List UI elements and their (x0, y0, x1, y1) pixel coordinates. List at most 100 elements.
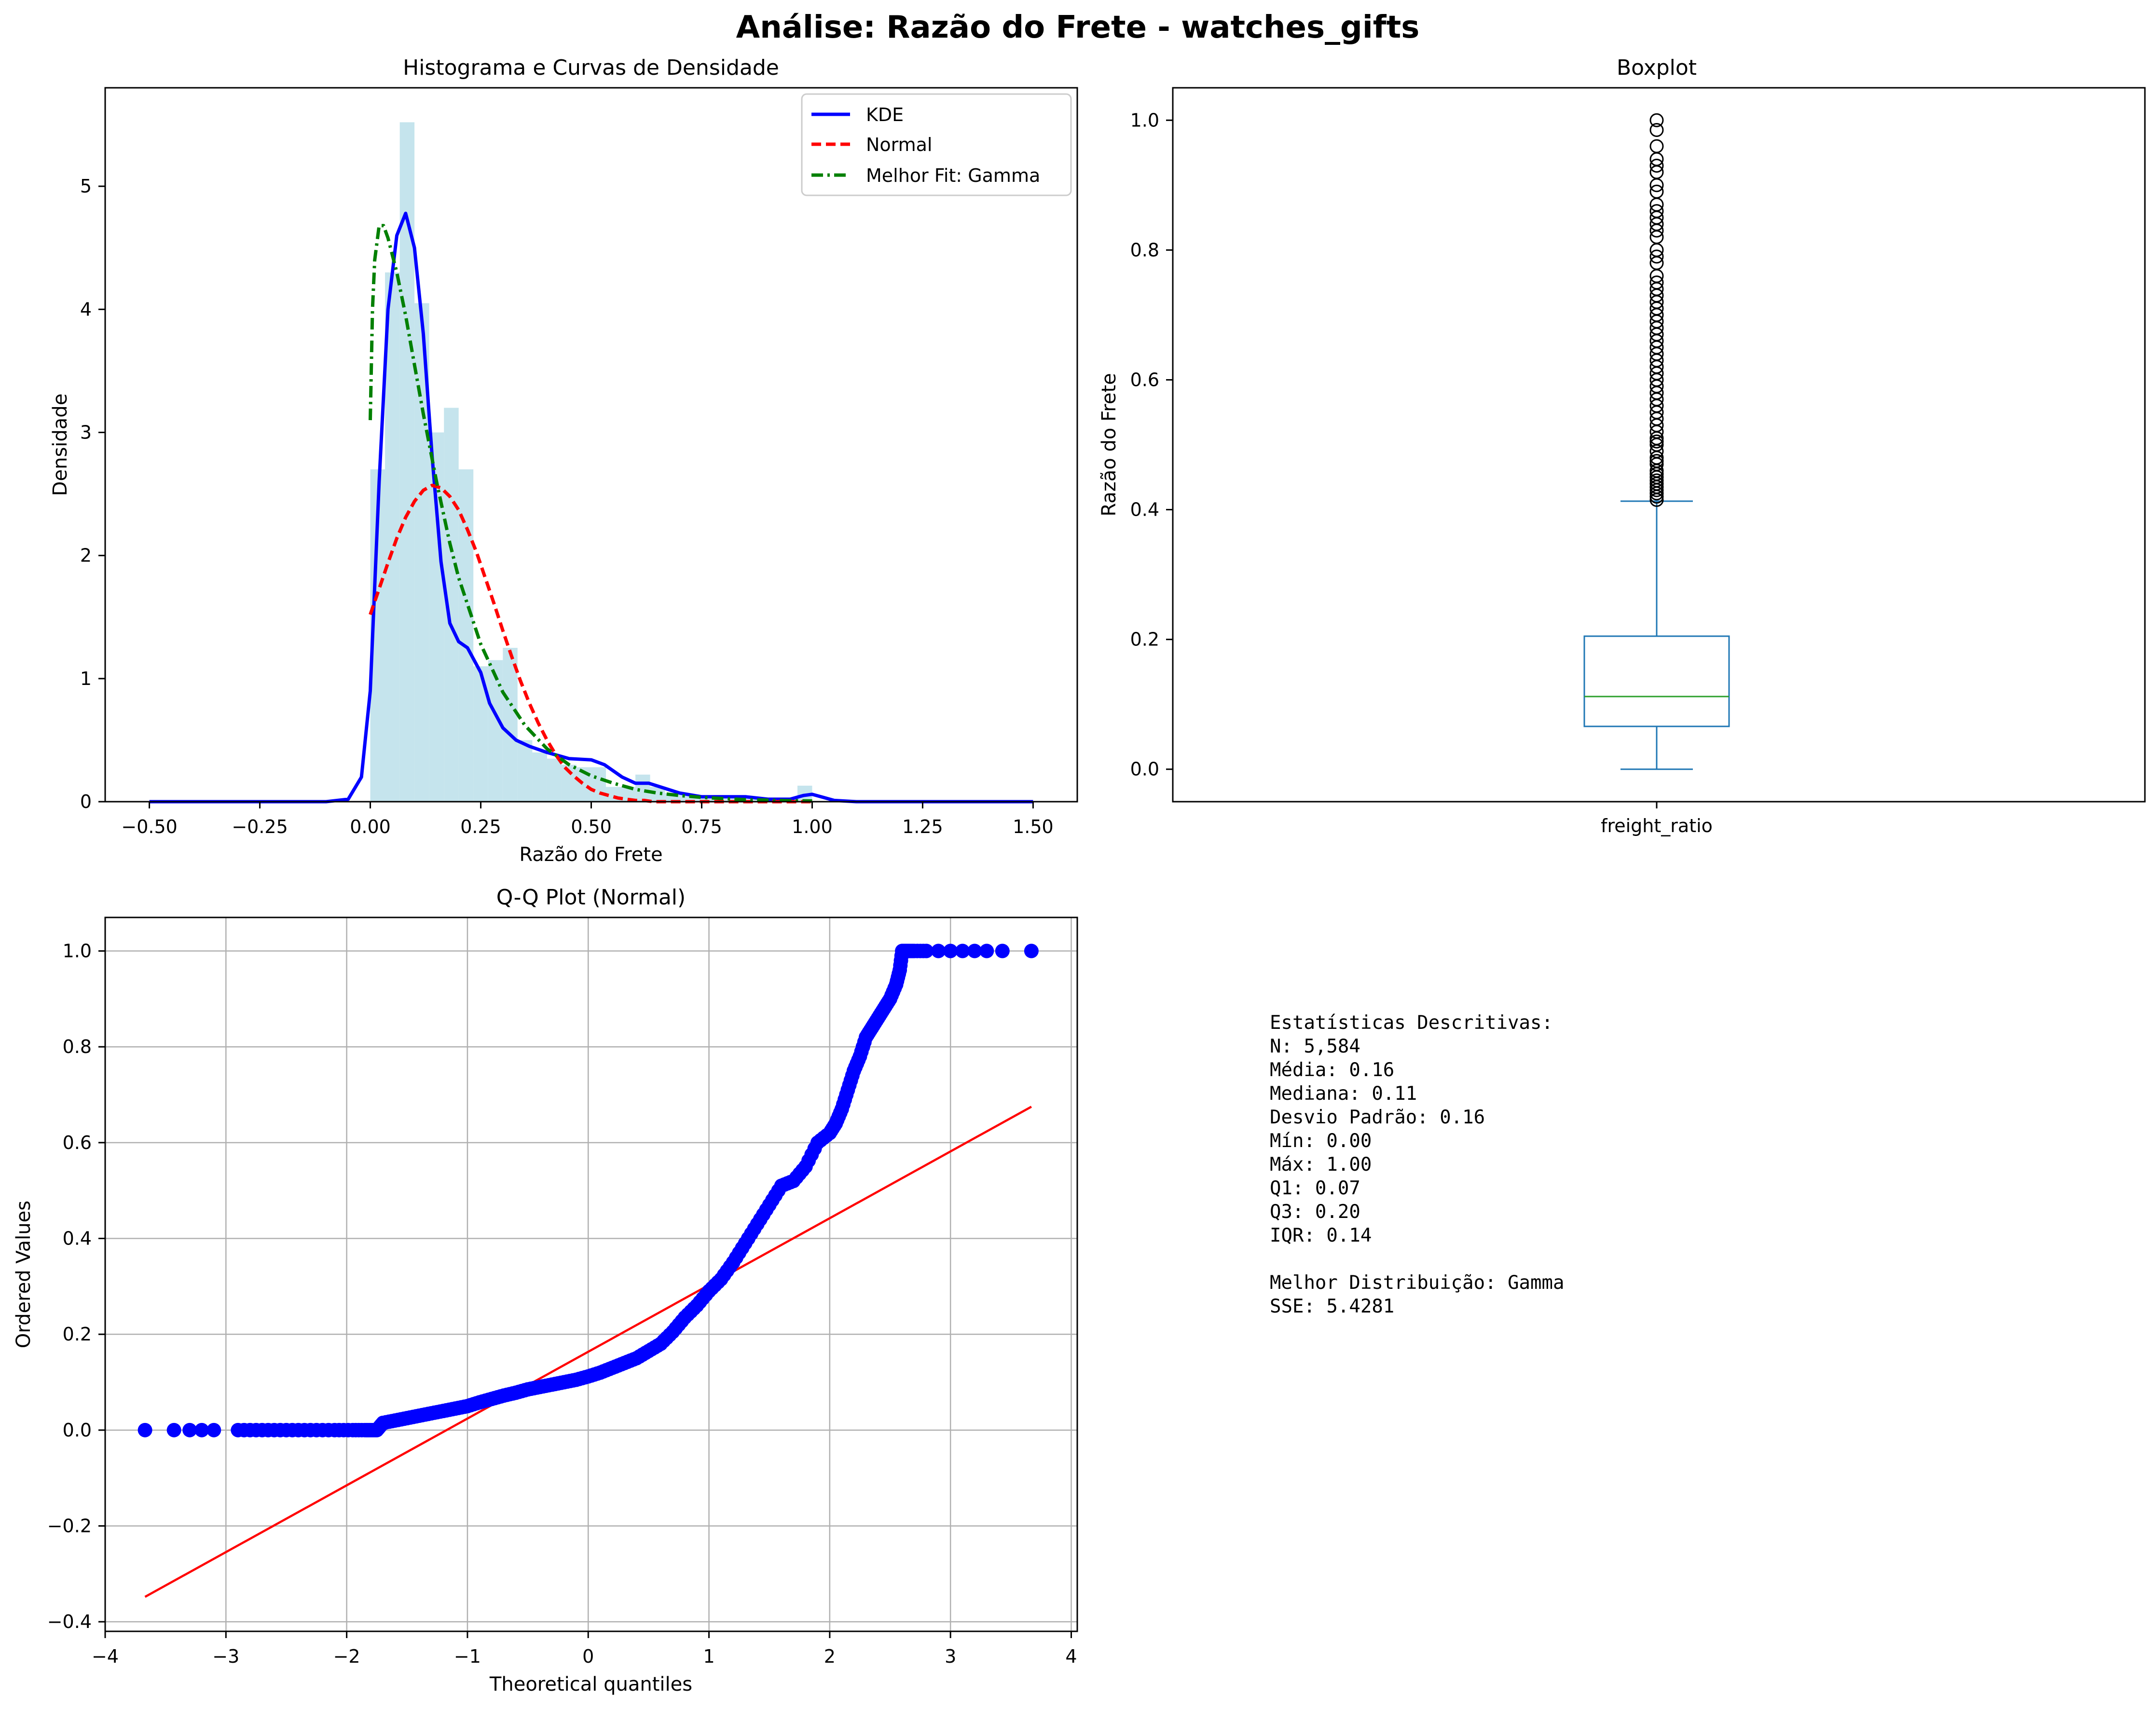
qqplot-y-ticks: −0.4 −0.2 0.0 0.2 0.4 0.6 0.8 1.0 (47, 941, 105, 1632)
histogram-x-label: Razão do Frete (519, 844, 662, 866)
outlier-point (1649, 113, 1664, 127)
x-tick-label: −4 (92, 1646, 119, 1667)
histogram-title: Histograma e Curvas de Densidade (403, 55, 779, 80)
qqplot-points (137, 943, 1039, 1437)
stats-line: IQR: 0.14 (1270, 1225, 1372, 1246)
histogram-bar (591, 767, 606, 802)
histogram-bar (488, 660, 503, 802)
histogram-bar (650, 787, 665, 802)
stats-line: Desvio Padrão: 0.16 (1270, 1107, 1485, 1128)
histogram-bar (458, 469, 474, 802)
stats-line: Mediana: 0.11 (1270, 1083, 1417, 1105)
x-tick-label: −0.50 (121, 816, 177, 837)
histogram-x-ticks: −0.50 −0.25 0.00 0.25 0.50 0.75 1.00 1.25 1.50 (121, 802, 1054, 837)
y-tick-label: 0.8 (1130, 239, 1159, 260)
y-tick-label: −0.2 (47, 1515, 92, 1536)
x-tick-label: −2 (333, 1646, 360, 1667)
y-tick-label: 1.0 (63, 941, 92, 962)
outlier-point (1649, 454, 1664, 468)
x-tick-label: −0.25 (232, 816, 288, 837)
y-tick-label: 0.4 (63, 1228, 92, 1249)
stats-line: N: 5,584 (1270, 1036, 1360, 1057)
stats-line: Mín: 0.00 (1270, 1130, 1372, 1152)
qqplot-title: Q-Q Plot (Normal) (496, 885, 686, 910)
x-tick-label: 0.00 (350, 816, 391, 837)
y-tick-label: −0.4 (47, 1611, 92, 1632)
histogram-y-ticks: 0 1 2 3 4 5 (80, 176, 105, 812)
histogram-bar (532, 752, 547, 802)
histogram-bar (385, 272, 400, 802)
outlier-point (1649, 275, 1664, 290)
y-tick-label: 0.6 (1130, 369, 1159, 390)
y-tick-label: 0.2 (63, 1324, 92, 1345)
outlier-point (1649, 249, 1664, 264)
stats-line: Estatísticas Descritivas: (1270, 1012, 1553, 1034)
outlier-point (1649, 473, 1664, 488)
x-tick-label: 3 (945, 1646, 956, 1667)
x-tick-label: −3 (212, 1646, 239, 1667)
boxplot-y-ticks: 0.0 0.2 0.4 0.6 0.8 1.0 (1130, 109, 1173, 780)
qq-point (166, 1422, 181, 1437)
histogram-bar (724, 796, 739, 802)
stats-line: Máx: 1.00 (1270, 1154, 1372, 1176)
boxplot-y-label: Razão do Frete (1098, 373, 1120, 516)
histogram-bar (503, 648, 518, 802)
outlier-point (1649, 158, 1664, 173)
qqplot-fit-line (144, 1106, 1032, 1598)
x-tick-label: 1.50 (1013, 816, 1054, 837)
stats-line: Q1: 0.07 (1270, 1177, 1360, 1199)
outlier-point (1649, 184, 1664, 199)
qq-point (979, 943, 994, 958)
x-tick-label: 0.75 (681, 816, 722, 837)
legend-frame (801, 93, 1072, 196)
qq-point (194, 1422, 209, 1437)
y-tick-label: 1.0 (1130, 109, 1159, 131)
stats-line: SSE: 5.4281 (1270, 1296, 1394, 1317)
stats-panel: Estatísticas Descritivas:N: 5,584Média: … (1270, 1012, 1564, 1317)
outlier-point (1649, 139, 1664, 153)
y-tick-label: 5 (80, 176, 92, 197)
y-tick-label: 2 (80, 545, 92, 566)
y-tick-label: 0.6 (63, 1132, 92, 1153)
y-tick-label: 0 (80, 791, 92, 812)
boxplot-panel: 0.0 0.2 0.4 0.6 0.8 1.0 freight_ratio Boxplot… (1098, 55, 2146, 836)
figure-title: Análise: Razão do Frete - watches_gifts (736, 10, 1420, 45)
x-tick-label: 1.25 (902, 816, 943, 837)
y-tick-label: 0.0 (1130, 759, 1159, 780)
x-tick-label: 1.00 (792, 816, 833, 837)
boxplot-marks (1583, 113, 1730, 770)
x-tick-label: 0 (582, 1646, 594, 1667)
boxplot-axes-frame (1172, 87, 2146, 803)
qqplot-axes-frame (104, 916, 1078, 1632)
box-iqr (1583, 635, 1730, 727)
y-tick-label: 0.2 (1130, 629, 1159, 650)
outlier-point (1649, 434, 1664, 449)
qq-point (955, 943, 970, 958)
qq-point (137, 1422, 152, 1437)
histogram-bar (517, 740, 533, 802)
qq-point (931, 943, 946, 958)
outlier-point (1649, 204, 1664, 219)
y-tick-label: 0.0 (63, 1420, 92, 1441)
stats-line: Média: 0.16 (1270, 1059, 1394, 1081)
qq-point (967, 943, 982, 958)
y-tick-label: 0.4 (1130, 499, 1159, 520)
boxplot-title: Boxplot (1617, 55, 1697, 80)
histogram-panel: −0.50 −0.25 0.00 0.25 0.50 0.75 1.00 1.25 1.50 0… (49, 55, 1078, 866)
qq-point (995, 943, 1010, 958)
outlier-point (1649, 123, 1664, 137)
qq-point (182, 1422, 197, 1437)
legend-gamma-label: Melhor Fit: Gamma (866, 165, 1040, 186)
legend-kde-label: KDE (866, 104, 904, 125)
fit-line (144, 1106, 1032, 1598)
histogram-bar (547, 758, 562, 802)
qq-point (919, 943, 934, 958)
y-tick-label: 3 (80, 422, 92, 443)
qq-point (943, 943, 958, 958)
histogram-legend: KDE Normal Melhor Fit: Gamma (801, 93, 1072, 196)
legend-normal-label: Normal (866, 134, 933, 155)
x-tick-label: 0.25 (460, 816, 501, 837)
qqplot-y-label: Ordered Values (13, 1201, 35, 1348)
density-curve-dashdot (369, 224, 812, 803)
